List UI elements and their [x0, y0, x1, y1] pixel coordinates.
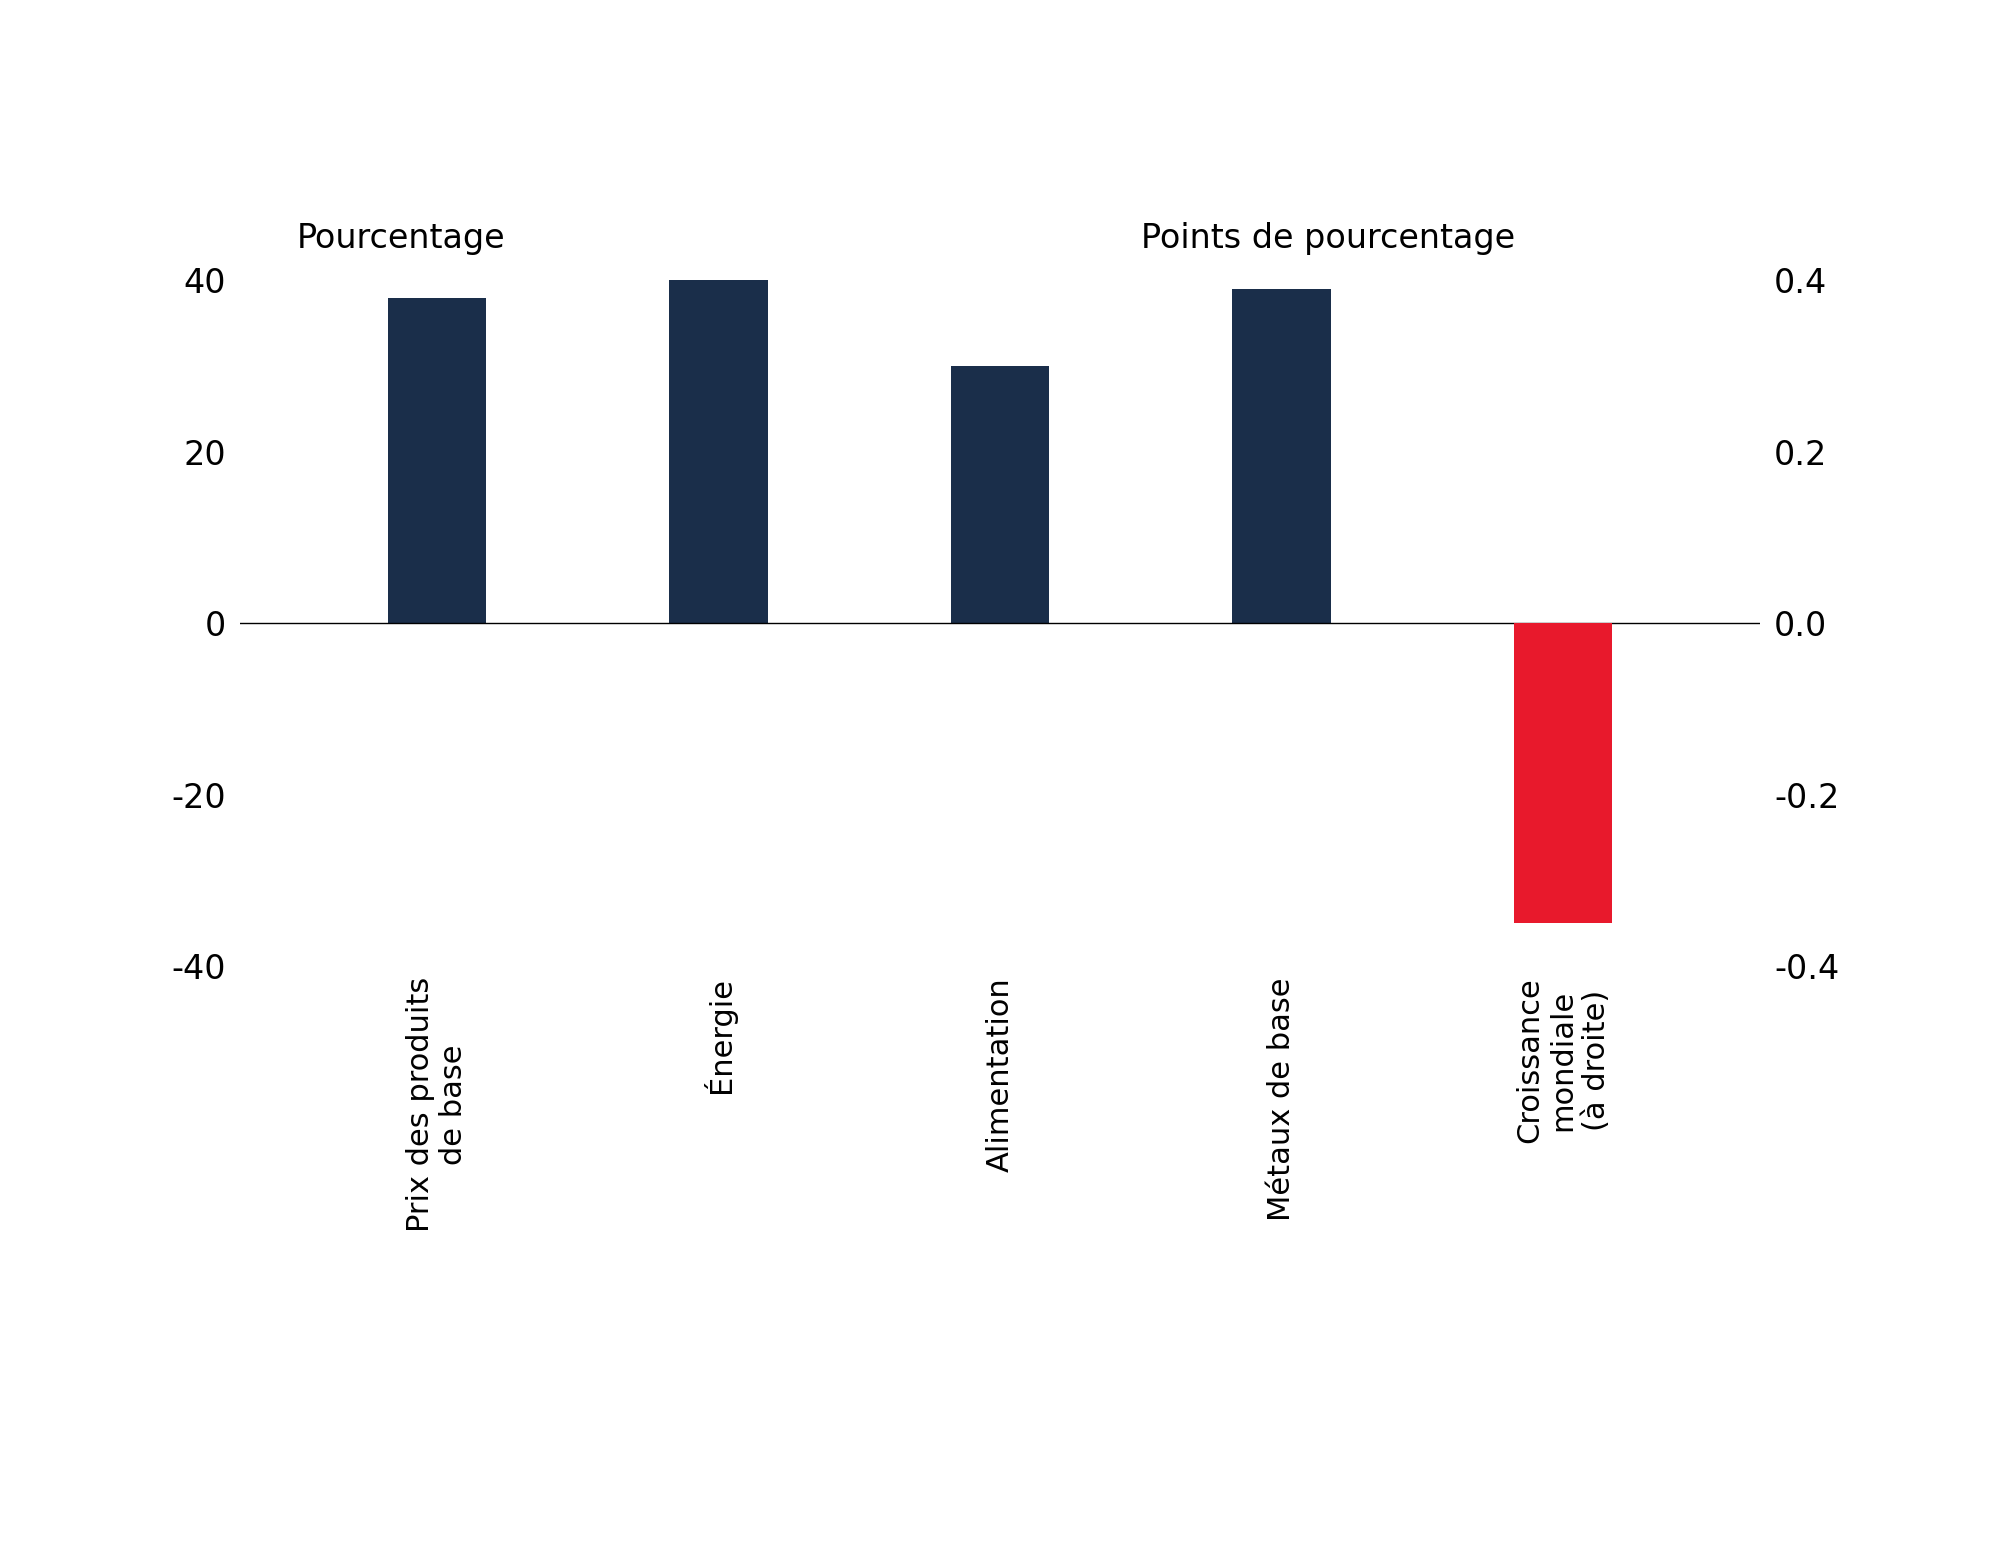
- Text: Points de pourcentage: Points de pourcentage: [1140, 221, 1514, 254]
- Bar: [388, 298, 486, 623]
- Bar: [950, 366, 1050, 623]
- Bar: [1232, 290, 1330, 623]
- Text: Pourcentage: Pourcentage: [296, 221, 504, 254]
- Bar: [670, 263, 768, 623]
- Bar: [1514, 623, 1612, 922]
